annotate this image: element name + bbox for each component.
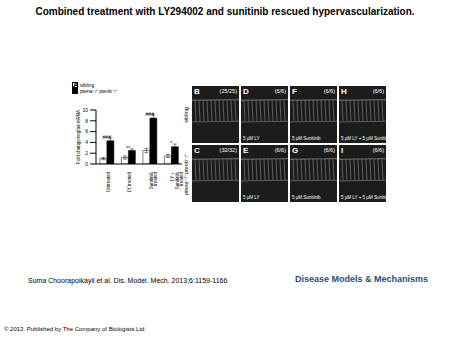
html-text:B: B <box>194 87 200 96</box>
html-text:Asibling: Asibling <box>73 80 95 89</box>
svg-text:*: * <box>170 140 172 146</box>
html-text:(6/6): (6/6) <box>323 147 335 153</box>
html-text:(32/32): (32/32) <box>219 147 237 153</box>
html-text:5 µM LY: 5 µM LY <box>243 195 260 200</box>
svg-text:2: 2 <box>85 150 88 156</box>
html-text:sibling: sibling <box>182 106 188 123</box>
html-text:(6/6): (6/6) <box>274 147 286 153</box>
html-text:(6/6): (6/6) <box>323 88 335 94</box>
html-text:C: C <box>194 146 200 155</box>
svg-text:**: ** <box>126 145 130 151</box>
html-text:Suma Choorapoikayil et al. Dis: Suma Choorapoikayil et al. Dis. Model. M… <box>28 277 228 284</box>
html-text:5 µM Sunitinib: 5 µM Sunitinib <box>292 195 321 200</box>
html-text:D: D <box>243 87 249 96</box>
html-text:5 µM LY: 5 µM LY <box>243 136 260 141</box>
html-text:ptena⁻/⁻ptenb⁻/⁻: ptena⁻/⁻ptenb⁻/⁻ <box>182 152 188 195</box>
svg-text:LY +Sunitinibtreated: LY +Sunitinibtreated <box>170 172 184 190</box>
html-text:Combined treatment with LY2940: Combined treatment with LY294002 and sun… <box>35 6 415 17</box>
html-text:(6/6): (6/6) <box>372 88 384 94</box>
html-text:(6/6): (6/6) <box>274 88 286 94</box>
svg-text:10: 10 <box>82 107 88 113</box>
svg-text:###: ### <box>103 134 112 140</box>
svg-text:6: 6 <box>85 128 88 134</box>
html-text:H: H <box>341 87 347 96</box>
svg-text:4: 4 <box>85 139 88 145</box>
svg-text:Fold change/vegfaa mRNA: Fold change/vegfaa mRNA <box>76 110 81 164</box>
html-text:© 2013. Published by The Compa: © 2013. Published by The Company of Biol… <box>4 326 145 332</box>
svg-text:Untreated: Untreated <box>106 172 111 192</box>
html-text:ptena⁻/⁻ptenb⁻/⁻: ptena⁻/⁻ptenb⁻/⁻ <box>80 88 119 94</box>
html-text:(6/6): (6/6) <box>372 147 384 153</box>
svg-text:8: 8 <box>85 118 88 124</box>
svg-text:0: 0 <box>85 161 88 167</box>
html-text:G: G <box>292 146 299 155</box>
html-text:5 µM Sunitinib: 5 µM Sunitinib <box>292 136 321 141</box>
svg-text:###: ### <box>146 111 155 117</box>
html-text:F: F <box>292 87 297 96</box>
html-text:E: E <box>243 146 249 155</box>
svg-text:Sunitinibtreated: Sunitinibtreated <box>149 172 159 190</box>
html-text:Disease Models & Mechanisms: Disease Models & Mechanisms <box>294 274 428 284</box>
html-text:I: I <box>341 146 344 155</box>
svg-text:LY treated: LY treated <box>127 172 132 193</box>
html-text:(25/25): (25/25) <box>219 88 237 94</box>
